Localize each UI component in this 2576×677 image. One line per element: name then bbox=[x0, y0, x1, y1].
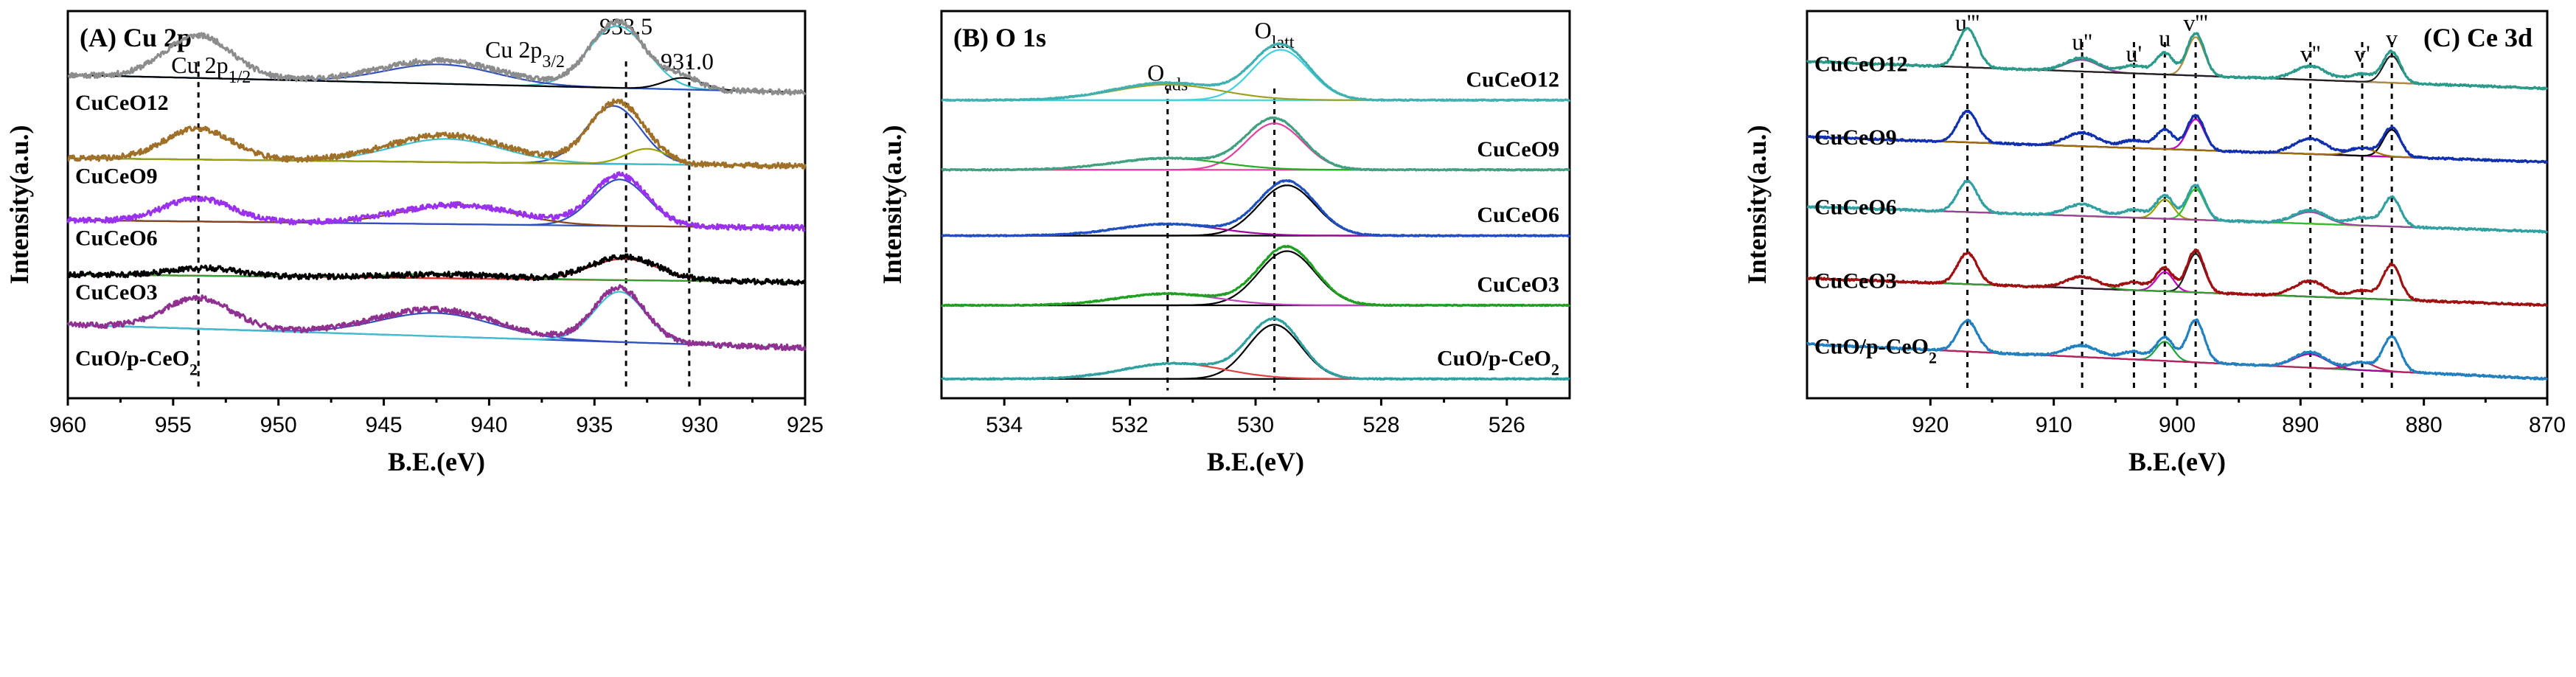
peak-annotation: u' bbox=[2126, 40, 2142, 66]
x-tick-label: 870 bbox=[2529, 413, 2566, 437]
sample-label: CuCeO3 bbox=[1814, 268, 1897, 293]
panel-ce-3d: 920 910 900 890 880 870 B.E.(eV) Intensity(a.u.… bbox=[1742, 9, 2566, 476]
x-axis-label: B.E.(eV) bbox=[1207, 447, 1304, 476]
x-tick-label: 935 bbox=[576, 413, 613, 437]
sample-label: CuCeO6 bbox=[75, 226, 158, 251]
series-cuceo3: CuCeO3 bbox=[941, 245, 1571, 308]
series-cuceo9: CuCeO9 bbox=[1806, 109, 2549, 164]
series-cuceo6: CuCeO6 bbox=[1806, 179, 2549, 234]
panel-title: (B) O 1s bbox=[953, 23, 1046, 52]
x-tick-label: 526 bbox=[1489, 413, 1525, 437]
sample-label: CuO/p-CeO2 bbox=[1814, 335, 1937, 367]
peak-annotation: Oads bbox=[1147, 60, 1188, 95]
x-tick-label: 930 bbox=[681, 413, 718, 437]
spectrum-trace bbox=[941, 316, 1570, 381]
x-axis-label: B.E.(eV) bbox=[2128, 447, 2226, 476]
series-cuo-p-ceo2: CuO/p-CeO2 bbox=[66, 284, 807, 378]
sample-label: CuO/p-CeO2 bbox=[75, 346, 198, 378]
series-cuo-p-ceo2: CuO/p-CeO2 bbox=[941, 316, 1570, 381]
peak-annotation: v' bbox=[2354, 40, 2370, 66]
series-cuceo12: CuCeO12 bbox=[941, 42, 1571, 103]
x-tick-label: 880 bbox=[2406, 413, 2443, 437]
panel-o-1s: 534 532 530 528 526 B.E.(eV) Intensity(a.u.) (B… bbox=[877, 10, 1571, 476]
spectrum-trace bbox=[1806, 109, 2549, 164]
x-tick-label: 532 bbox=[1112, 413, 1149, 437]
series-cuo-p-ceo2: CuO/p-CeO2 bbox=[1806, 318, 2548, 381]
spectrum-trace bbox=[941, 179, 1571, 237]
sample-label: CuO/p-CeO2 bbox=[1437, 346, 1559, 378]
fit-component bbox=[941, 184, 1570, 237]
series-cuceo3: CuCeO3 bbox=[1806, 249, 2548, 307]
spectrum-trace bbox=[1806, 318, 2548, 381]
x-tick-label: 920 bbox=[1912, 413, 1949, 437]
x-tick-label: 955 bbox=[155, 413, 192, 437]
sample-label: CuCeO9 bbox=[75, 164, 158, 189]
y-axis-label: Intensity(a.u.) bbox=[1742, 125, 1772, 284]
sample-label: CuCeO6 bbox=[1814, 195, 1897, 220]
spectrum-trace bbox=[1806, 27, 2549, 91]
x-tick-label: 534 bbox=[986, 413, 1023, 437]
spectrum-trace bbox=[66, 171, 806, 232]
fit-component bbox=[67, 74, 805, 94]
fit-component bbox=[941, 122, 1570, 171]
spectrum-trace bbox=[67, 18, 807, 96]
sample-label: CuCeO3 bbox=[75, 280, 158, 305]
peak-annotation: v''' bbox=[2183, 9, 2207, 35]
x-tick-label: 945 bbox=[366, 413, 403, 437]
spectrum-trace bbox=[941, 42, 1571, 103]
x-tick-label: 530 bbox=[1237, 413, 1274, 437]
sample-label: CuCeO12 bbox=[1814, 52, 1908, 76]
series-cuceo3: CuCeO3 bbox=[66, 253, 807, 305]
spectrum-trace bbox=[67, 98, 807, 170]
x-tick-label: 925 bbox=[787, 413, 824, 437]
spectrum-trace bbox=[1806, 249, 2548, 307]
x-tick-label: 528 bbox=[1362, 413, 1399, 437]
x-tick-label: 890 bbox=[2282, 413, 2319, 437]
x-tick-label: 940 bbox=[470, 413, 507, 437]
peak-annotation: u bbox=[2159, 24, 2171, 51]
series-cuceo9: CuCeO9 bbox=[941, 116, 1570, 172]
sample-label: CuCeO6 bbox=[1477, 203, 1559, 227]
spectrum-trace bbox=[941, 245, 1571, 308]
spectrum-trace bbox=[66, 253, 807, 286]
sample-label: CuCeO9 bbox=[1477, 137, 1559, 162]
sample-label: CuCeO12 bbox=[1466, 67, 1559, 91]
series-cuceo6: CuCeO6 bbox=[941, 179, 1571, 237]
series-cuceo12: CuCeO12 bbox=[1806, 27, 2549, 91]
peak-annotation: Cu 2p3/2 bbox=[485, 36, 565, 72]
spectrum-trace bbox=[66, 284, 807, 352]
spectrum-trace bbox=[1806, 179, 2549, 234]
peak-annotation: u'' bbox=[2072, 29, 2092, 55]
x-axis-label: B.E.(eV) bbox=[388, 447, 485, 476]
panel-title: (C) Ce 3d bbox=[2423, 23, 2533, 52]
y-axis-label: Intensity(a.u.) bbox=[877, 125, 907, 284]
x-tick-label: 960 bbox=[49, 413, 86, 437]
panel-cu-2p: 960 955 950 945 940 935 930 925 B.E.(eV) Intensit… bbox=[4, 10, 824, 476]
peak-annotation: v bbox=[2386, 24, 2398, 51]
series-cuceo12: CuCeO12 bbox=[67, 18, 807, 115]
x-tick-label: 900 bbox=[2159, 413, 2196, 437]
peak-annotation: u''' bbox=[1955, 9, 1980, 35]
x-tick-label: 950 bbox=[260, 413, 297, 437]
y-axis-label: Intensity(a.u.) bbox=[4, 125, 34, 284]
sample-label: CuCeO12 bbox=[75, 91, 169, 115]
sample-label: CuCeO9 bbox=[1814, 125, 1897, 150]
spectrum-trace bbox=[941, 116, 1570, 172]
series-cuceo9: CuCeO9 bbox=[67, 98, 807, 189]
fit-component bbox=[941, 250, 1570, 307]
x-tick-label: 910 bbox=[2036, 413, 2072, 437]
sample-label: CuCeO3 bbox=[1477, 273, 1559, 297]
series-cuceo6: CuCeO6 bbox=[66, 171, 806, 251]
peak-annotation: v'' bbox=[2300, 40, 2321, 66]
panel-title: (A) Cu 2p bbox=[80, 23, 192, 52]
